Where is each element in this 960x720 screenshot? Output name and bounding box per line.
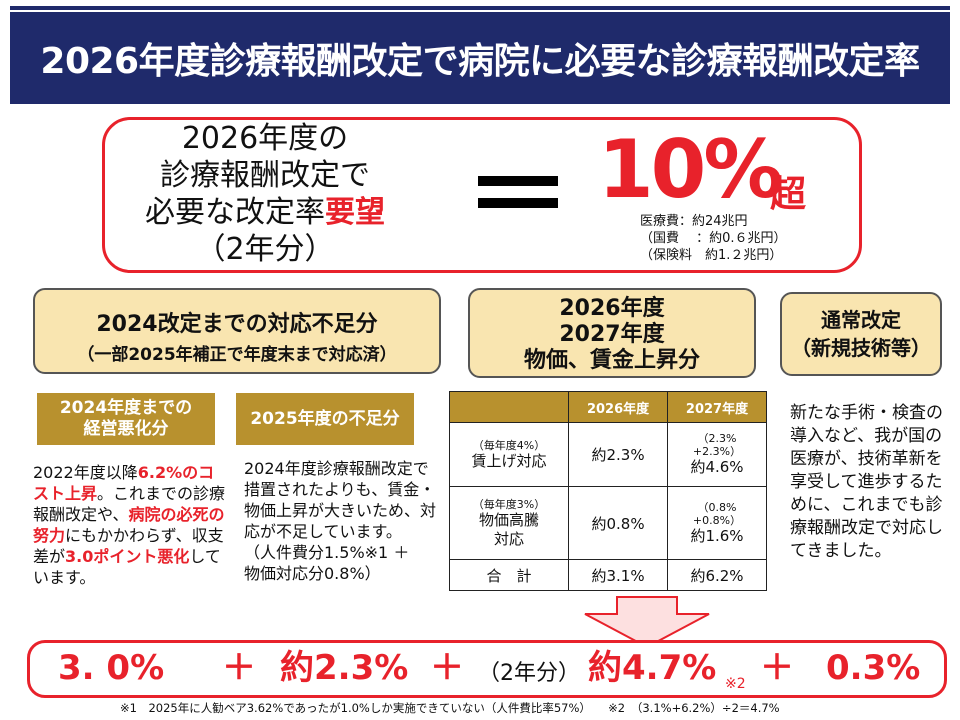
equals-bar-top	[478, 176, 558, 186]
gold1-line-1: 2024年度までの	[59, 398, 193, 418]
row-wage-2027-s1: （2.3%	[697, 432, 737, 446]
regular-revision-text: 新たな手術・検査の導入など、我が国の医療が、技術革新を享受して進歩するために、こ…	[790, 403, 943, 561]
table-header-row: 2026年度 2027年度	[448, 391, 767, 423]
table-header-2026: 2026年度	[568, 391, 669, 423]
t1-r2: 病院の必死の努力	[33, 505, 225, 545]
formula-plus-1: ＋	[222, 648, 256, 688]
gold-label-2025: 2025年度の不足分	[236, 393, 414, 445]
title-top-rule	[10, 6, 950, 10]
title-bar: 2026年度診療報酬改定で病院に必要な診療報酬改定率	[10, 12, 950, 104]
main-line-3-red: 要望	[325, 195, 385, 230]
main-rate-label: 2026年度の 診療報酬改定で 必要な改定率要望 （2年分）	[130, 120, 400, 268]
row-price-small: （毎年度3%）	[472, 497, 546, 511]
increase-table: 2026年度 2027年度 （毎年度4%） 賃上げ対応 約2.3% （2.3% +2…	[448, 391, 767, 591]
row-price-2026: 約0.8%	[568, 486, 669, 561]
price-wage-line-2: 2027年度	[559, 322, 665, 347]
table-row: （毎年度3%） 物価高騰 対応 約0.8% （0.8% +0.8%） 約1.6%	[448, 486, 767, 561]
total-label: 合 計	[448, 559, 570, 591]
row-price-2027-s1: （0.8%	[697, 500, 737, 514]
formula-value-1: 3. 0%	[58, 648, 165, 688]
t1-p2: 。これまでの診療報酬改定や、	[33, 484, 226, 524]
table-row: （毎年度4%） 賃上げ対応 約2.3% （2.3% +2.3%） 約4.6%	[448, 421, 767, 488]
row-wage-2027-val: 約4.6%	[690, 458, 744, 477]
t2-note2: 物価対応分0.8%）	[244, 564, 381, 583]
page-title: 2026年度診療報酬改定で病院に必要な診療報酬改定率	[40, 41, 920, 82]
regular-line-2: （新規技術等）	[791, 336, 931, 360]
table-header-blank	[448, 391, 570, 423]
shortfall-title: 2024改定までの対応不足分	[96, 312, 378, 337]
formula-plus-2: ＋	[430, 648, 464, 688]
regular-line-1: 通常改定	[821, 308, 901, 332]
t2-body: 2024年度診療報酬改定で措置されたよりも、賃金・物価上昇が大きいため、対応が不…	[244, 459, 437, 541]
t1-r3: 3.0ポイント悪化	[65, 547, 190, 566]
row-price-text1: 物価高騰	[479, 510, 540, 529]
regular-revision-box: 通常改定 （新規技術等）	[780, 292, 942, 376]
shortfall-subtitle: （一部2025年補正で年度末まで対応済）	[77, 345, 397, 365]
row-wage-2026: 約2.3%	[568, 421, 669, 488]
price-wage-line-3: 物価、賃金上昇分	[523, 348, 700, 373]
row-wage-small: （毎年度4%）	[472, 438, 546, 452]
t1-r1: 6.2%のコスト上昇	[33, 463, 215, 503]
table-row-total: 合 計 約3.1% 約6.2%	[448, 559, 767, 591]
shortfall-2025-text: 2024年度診療報酬改定で措置されたよりも、賃金・物価上昇が大きいため、対応が不…	[244, 458, 444, 584]
table-header-2027: 2027年度	[667, 391, 767, 423]
equals-sign	[478, 174, 558, 214]
note-line-2: （国費 ：約0.６兆円）	[640, 231, 787, 246]
row-price-label: （毎年度3%） 物価高騰 対応	[448, 486, 570, 561]
row-wage-2027: （2.3% +2.3%） 約4.6%	[667, 421, 767, 488]
row-wage-label: （毎年度4%） 賃上げ対応	[448, 421, 570, 488]
big-rate-suffix: 超	[770, 174, 807, 215]
formula-two-years: （2年分）	[478, 661, 580, 686]
main-line-3-text: 必要な改定率	[145, 195, 325, 230]
t1-p1: 2022年度以降	[33, 463, 138, 482]
gold1-line-2: 経営悪化分	[83, 419, 169, 439]
down-arrow-icon	[584, 596, 710, 648]
price-wage-box: 2026年度 2027年度 物価、賃金上昇分	[468, 288, 756, 378]
row-wage-2027-s2: +2.3%）	[692, 445, 742, 459]
formula-value-3: 約4.7%	[588, 648, 717, 688]
row-price-2027-val: 約1.6%	[690, 526, 744, 545]
main-line-4: （2年分）	[195, 232, 335, 267]
medical-cost-notes: 医療費：約24兆円 （国費 ：約0.６兆円） （保険料 約1.２兆円）	[640, 213, 787, 264]
formula-note-mark: ※2	[725, 676, 746, 692]
row-wage-text: 賃上げ対応	[471, 451, 547, 470]
main-line-3: 必要な改定率要望	[130, 194, 400, 231]
gold-label-2024: 2024年度までの 経営悪化分	[37, 393, 215, 445]
note-line-3: （保険料 約1.２兆円）	[640, 248, 783, 263]
total-2026: 約3.1%	[568, 559, 669, 591]
note-line-1: 医療費：約24兆円	[640, 214, 748, 229]
big-rate-value: 10%	[598, 123, 783, 216]
row-price-2027: （0.8% +0.8%） 約1.6%	[667, 486, 767, 561]
shortfall-box: 2024改定までの対応不足分 （一部2025年補正で年度末まで対応済）	[33, 288, 441, 374]
total-2027: 約6.2%	[667, 559, 767, 591]
row-price-2027-s2: +0.8%）	[692, 513, 742, 527]
row-price-text2: 対応	[494, 529, 525, 548]
deterioration-text: 2022年度以降6.2%のコスト上昇。これまでの診療報酬改定や、病院の必死の努力…	[33, 462, 229, 588]
footnote: ※1 2025年に人勧ベア3.62%であったが1.0%しか実施できていない（人件…	[120, 701, 780, 715]
t2-note1: （人件費分1.5%※1 ＋	[244, 543, 410, 562]
main-line-2: 診療報酬改定で	[160, 158, 370, 193]
equals-bar-bottom	[478, 198, 558, 208]
t1-p4: しています。	[33, 547, 221, 587]
formula-value-2: 約2.3%	[280, 648, 409, 688]
t1-p3: にもかかわらず、収支差が	[33, 526, 224, 566]
formula-plus-3: ＋	[760, 648, 794, 688]
main-rate-box	[102, 117, 862, 273]
price-wage-line-1: 2026年度	[559, 296, 665, 321]
total-formula-box	[27, 640, 947, 698]
main-line-1: 2026年度の	[181, 121, 349, 156]
formula-value-4: 0.3%	[826, 648, 921, 688]
